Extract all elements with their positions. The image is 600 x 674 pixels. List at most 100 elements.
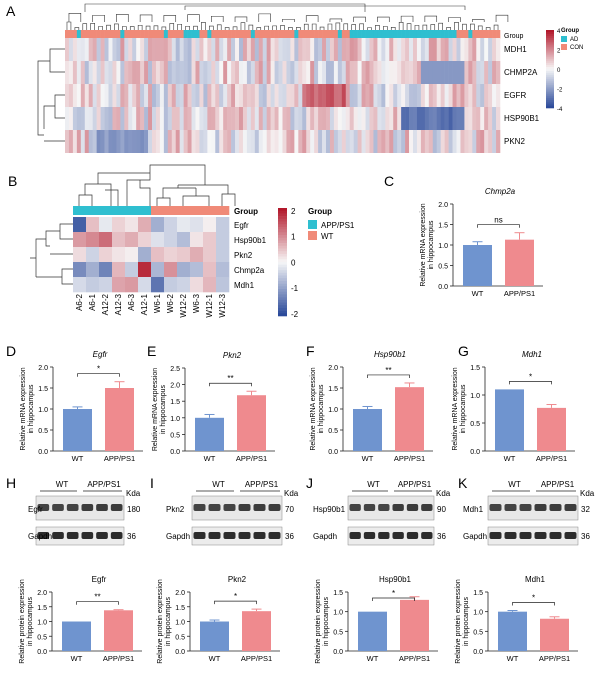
heatmap-cell <box>460 130 465 153</box>
scale-step <box>278 294 287 298</box>
heatmap-cell <box>88 107 93 130</box>
scale-step <box>278 237 287 241</box>
heatmap-cell <box>353 107 358 130</box>
group-cell <box>112 206 126 215</box>
heatmap-cell <box>306 61 311 84</box>
heatmap-cell <box>128 130 133 153</box>
sample-label: W12-3 <box>218 293 227 317</box>
y-tick-label: 0.5 <box>37 634 47 641</box>
heatmap-cell <box>159 38 165 61</box>
heatmap-cell <box>65 130 70 153</box>
group-cell <box>120 30 125 39</box>
heatmap-cell <box>326 38 331 61</box>
target-band <box>96 504 108 511</box>
heatmap-cell <box>84 38 90 61</box>
heatmap-cell <box>294 130 299 153</box>
group-cell <box>448 30 453 39</box>
heatmap-cell <box>314 107 319 130</box>
group-cell <box>266 30 271 39</box>
heatmap-cell <box>190 232 204 248</box>
bar-chart-i: Pkn2 0.0 0.5 1.0 1.5 2.0 WT APP/PS1 * Relative pr… <box>157 575 280 664</box>
heatmap-cell <box>128 107 133 130</box>
bar-appps1 <box>242 611 271 651</box>
heatmap-cell <box>456 107 461 130</box>
y-tick-label: 1.5 <box>328 386 338 393</box>
group-cell <box>86 206 100 215</box>
heatmap-cell <box>377 38 382 61</box>
heatmap-cell <box>132 84 137 107</box>
heatmap-cell <box>227 38 232 61</box>
heatmap-cell <box>207 84 212 107</box>
heatmap-cell <box>369 130 374 153</box>
y-tick-label: 1.0 <box>333 610 343 617</box>
heatmap-cell <box>290 84 295 107</box>
heatmap-cell <box>302 61 307 84</box>
heatmap-cell <box>215 130 220 153</box>
legend-swatch-ad <box>561 36 567 42</box>
heatmap-cell <box>440 84 445 107</box>
group-cell <box>373 30 378 39</box>
heatmap-cell <box>76 61 82 84</box>
heatmap-cell <box>155 130 161 153</box>
heatmap-cell <box>405 38 410 61</box>
group-cell <box>322 30 327 39</box>
significance-bracket <box>512 602 555 606</box>
blot-i: WT APP/PS1 Kda Pkn2 70 Gapdh 36 <box>166 480 299 546</box>
heatmap-cell <box>223 84 228 107</box>
heatmap-cell <box>266 130 271 153</box>
group-cell <box>345 30 351 39</box>
heatmap-cell <box>152 84 157 107</box>
heatmap-cell <box>195 61 200 84</box>
heatmap-cell <box>258 61 264 84</box>
heatmap-cell <box>373 84 378 107</box>
heatmap-cell <box>104 38 109 61</box>
heatmap-cell <box>468 107 473 130</box>
heatmap-cell <box>177 232 191 248</box>
heatmap-cell <box>203 217 217 233</box>
y-axis-label-line1: Relative mRNA expression <box>310 367 317 450</box>
y-tick-label: 1.0 <box>328 407 338 414</box>
heatmap-cell <box>199 84 204 107</box>
heatmap-cell <box>448 61 453 84</box>
heatmap-cell <box>484 38 489 61</box>
heatmap-cell <box>460 61 465 84</box>
scale-step <box>546 35 554 39</box>
heatmap-cell <box>112 61 117 84</box>
heatmap-cell <box>231 107 236 130</box>
heatmap-cell <box>397 84 402 107</box>
group-cell <box>302 30 307 39</box>
blot-group-label: APP/PS1 <box>87 480 121 489</box>
heatmap-cell <box>345 38 351 61</box>
scale-tick-label: 1 <box>291 233 296 242</box>
heatmap-cell <box>413 130 418 153</box>
group-cell <box>294 30 299 39</box>
heatmap-cell <box>65 61 70 84</box>
group-cell <box>235 30 240 39</box>
x-tick-label: APP/PS1 <box>536 454 567 463</box>
heatmap-cell <box>235 130 240 153</box>
heatmap-cell <box>187 61 192 84</box>
target-band <box>37 504 50 511</box>
heatmap-cell <box>452 38 457 61</box>
heatmap-cell <box>405 84 410 107</box>
heatmap-cell <box>468 38 473 61</box>
heatmap-cell <box>373 130 378 153</box>
heatmap-cell <box>353 38 358 61</box>
heatmap-cell <box>140 107 145 130</box>
scale-step <box>546 100 554 103</box>
heatmap-cell <box>409 107 414 130</box>
heatmap-cell <box>163 130 169 153</box>
bar-wt <box>358 611 387 651</box>
heatmap-cell <box>250 61 256 84</box>
group-cell <box>377 30 382 39</box>
blot-group-label: APP/PS1 <box>541 480 575 489</box>
loading-band <box>489 532 502 539</box>
scale-step <box>278 210 287 214</box>
heatmap-cell <box>215 107 220 130</box>
heatmap-cell <box>151 262 165 278</box>
loading-band <box>378 532 390 539</box>
group-cell <box>432 30 438 39</box>
heatmap-cell <box>373 38 378 61</box>
group-cell <box>99 206 113 215</box>
heatmap-cell <box>68 84 74 107</box>
